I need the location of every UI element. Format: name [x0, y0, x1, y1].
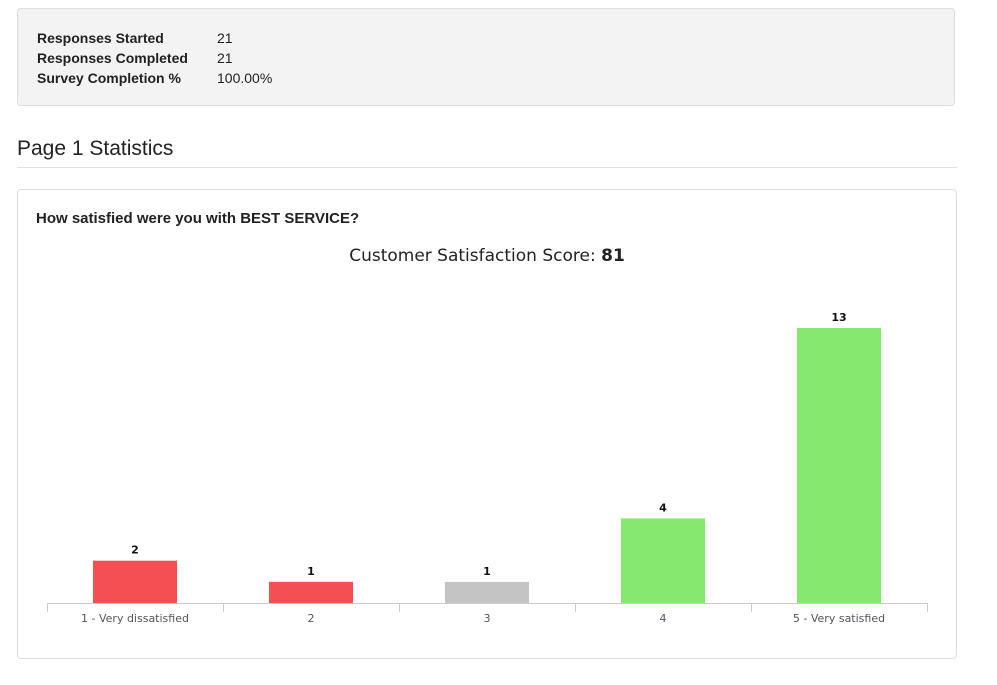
x-tick-label: 1 - Very dissatisfied: [81, 612, 189, 625]
data-label: 1: [307, 565, 315, 578]
x-tick-label: 2: [308, 612, 315, 625]
summary-label: Responses Completed: [37, 50, 188, 66]
summary-value: 21: [217, 30, 233, 46]
bar: [269, 581, 353, 603]
question-title: How satisfied were you with BEST SERVICE…: [36, 210, 360, 227]
x-tick-label: 3: [484, 612, 491, 625]
data-label: 1: [483, 565, 491, 578]
summary-value: 100.00%: [217, 70, 273, 86]
bar: [621, 518, 705, 603]
heading-divider: [17, 167, 957, 168]
summary-label: Responses Started: [37, 30, 164, 46]
satisfaction-score: Customer Satisfaction Score: 81: [18, 244, 956, 268]
data-label: 4: [659, 501, 667, 514]
page-title: Page 1 Statistics: [17, 137, 174, 160]
survey-summary-panel: Responses Started 21 Responses Completed…: [17, 8, 955, 106]
data-label: 13: [831, 311, 846, 324]
x-tick-label: 4: [660, 612, 667, 625]
summary-label: Survey Completion %: [37, 70, 181, 86]
score-label: Customer Satisfaction Score:: [349, 246, 596, 266]
question-panel: How satisfied were you with BEST SERVICE…: [17, 189, 957, 659]
score-value: 81: [601, 246, 625, 266]
bar: [445, 581, 529, 603]
bar: [797, 328, 881, 603]
data-label: 2: [131, 544, 139, 557]
summary-value: 21: [217, 50, 233, 66]
bar: [93, 560, 177, 603]
x-tick-label: 5 - Very satisfied: [793, 612, 885, 625]
